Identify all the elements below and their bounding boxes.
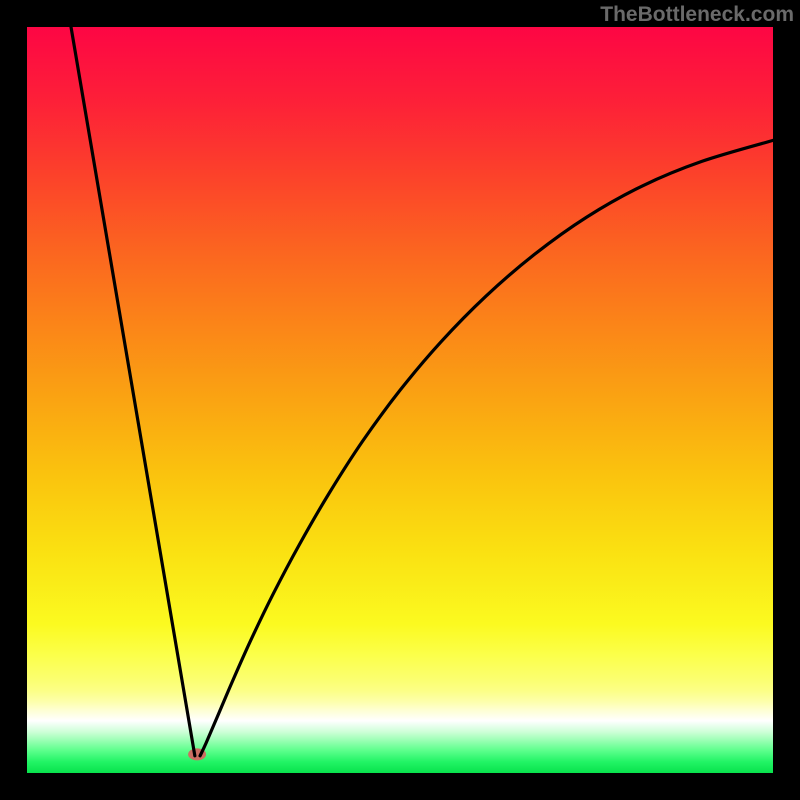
chart-container: TheBottleneck.com bbox=[0, 0, 800, 800]
watermark-text: TheBottleneck.com bbox=[600, 3, 794, 27]
curve-layer bbox=[27, 27, 773, 773]
plot-area bbox=[27, 27, 773, 773]
curve-left-branch bbox=[71, 27, 195, 756]
curve-right-branch bbox=[200, 140, 773, 755]
